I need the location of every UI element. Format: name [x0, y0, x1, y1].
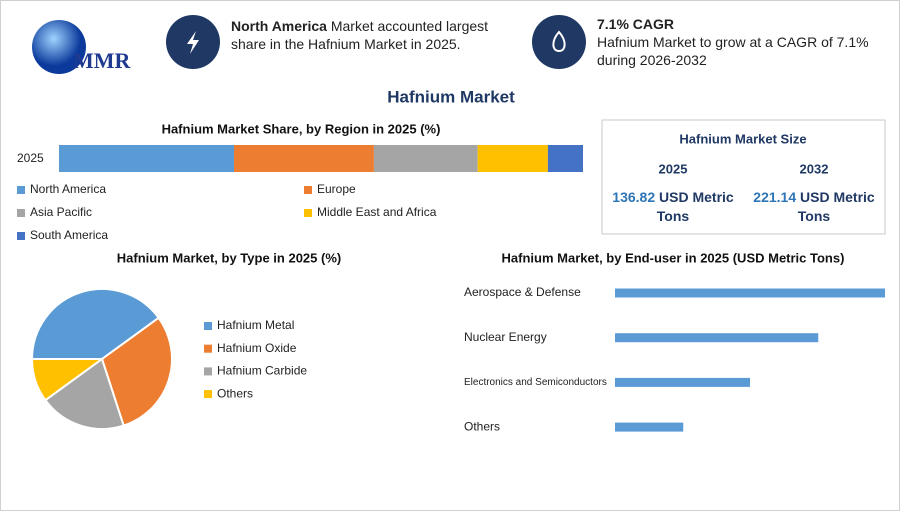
bar [615, 333, 819, 343]
legend-label: Asia Pacific [30, 205, 92, 219]
bar-segment [477, 145, 548, 172]
size-box [601, 119, 886, 235]
page-title: Hafnium Market [387, 87, 515, 106]
size-unit: USD Metric Tons [797, 189, 875, 224]
bar [615, 422, 684, 432]
chart-title: Hafnium Market, by Type in 2025 (%) [117, 250, 341, 265]
bar-segment [547, 145, 583, 172]
bar-segment [59, 145, 235, 172]
bar [615, 288, 886, 298]
legend-swatch [304, 209, 312, 217]
legend-swatch [17, 209, 25, 217]
pie-slice [100, 316, 173, 427]
size-title: Hafnium Market Size [679, 131, 806, 146]
highlight-bold: North America [231, 18, 327, 34]
chart-title: Hafnium Market, by End-user in 2025 (USD… [502, 250, 845, 265]
size-number: 221.14 [753, 189, 797, 205]
size-unit: USD Metric Tons [656, 189, 734, 224]
category-label: Others [464, 419, 500, 433]
legend-label: Europe [317, 182, 356, 196]
category-label: Electronics and Semiconductors [464, 377, 607, 388]
legend-label: North America [30, 182, 106, 196]
legend-swatch [17, 186, 25, 194]
pie-slice [30, 288, 161, 360]
logo-text: MMR [73, 48, 132, 73]
bolt-icon [187, 31, 199, 54]
legend-label: South America [30, 228, 108, 242]
logo-globe [32, 20, 86, 74]
size-value: 136.82 USD Metric Tons [608, 188, 738, 226]
y-tick-label: 2025 [17, 151, 44, 165]
icon-circle [532, 15, 586, 69]
legend-swatch [204, 390, 212, 399]
size-value: 221.14 USD Metric Tons [749, 188, 879, 226]
legend-swatch [204, 322, 212, 330]
drop-icon [552, 30, 566, 53]
highlight-2: 7.1% CAGR Hafnium Market to grow at a CAG… [597, 15, 877, 69]
pie-slice [30, 358, 106, 402]
legend-swatch [204, 367, 212, 376]
legend-label: Others [217, 386, 253, 400]
highlight-bold: 7.1% CAGR [597, 16, 675, 32]
category-label: Aerospace & Defense [464, 285, 581, 299]
legend-swatch [17, 232, 25, 240]
bar [615, 377, 751, 387]
legend-swatch [304, 186, 312, 194]
size-number: 136.82 [612, 189, 656, 205]
legend-label: Hafnium Carbide [217, 364, 307, 378]
pie-slice [43, 357, 125, 430]
size-year: 2032 [800, 161, 829, 176]
bar-segment [234, 145, 374, 172]
highlight-text: Market accounted largest share in the Ha… [231, 18, 489, 52]
legend-label: Hafnium Oxide [217, 341, 297, 355]
category-label: Nuclear Energy [464, 330, 547, 344]
chart-title: Hafnium Market Share, by Region in 2025 … [162, 121, 441, 136]
legend-swatch [204, 344, 212, 353]
bar-segment [373, 145, 478, 172]
size-year: 2025 [659, 161, 688, 176]
highlight-text: Hafnium Market to grow at a CAGR of 7.1%… [597, 34, 869, 68]
legend-label: Middle East and Africa [317, 205, 437, 219]
legend-label: Hafnium Metal [217, 318, 294, 332]
highlight-1: North America Market accounted largest s… [231, 17, 511, 53]
